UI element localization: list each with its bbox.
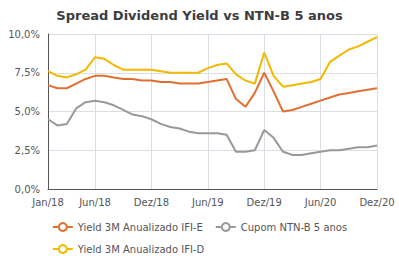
svg-text:10,0%: 10,0% bbox=[8, 29, 40, 40]
svg-text:Dez/20: Dez/20 bbox=[359, 197, 394, 208]
svg-text:2,5%: 2,5% bbox=[15, 145, 40, 156]
svg-text:Dez/19: Dez/19 bbox=[247, 197, 282, 208]
svg-text:7,5%: 7,5% bbox=[15, 67, 40, 78]
svg-text:Jun/19: Jun/19 bbox=[191, 197, 224, 208]
svg-text:Jun/20: Jun/20 bbox=[304, 197, 337, 208]
svg-text:Jun/18: Jun/18 bbox=[78, 197, 111, 208]
svg-text:Spread Dividend Yield vs NTN-B: Spread Dividend Yield vs NTN-B 5 anos bbox=[56, 8, 343, 23]
svg-text:0,0%: 0,0% bbox=[15, 184, 40, 195]
svg-text:Jan/18: Jan/18 bbox=[31, 197, 64, 208]
svg-text:Cupom NTN-B 5 anos: Cupom NTN-B 5 anos bbox=[241, 222, 347, 233]
svg-text:5,0%: 5,0% bbox=[15, 106, 40, 117]
svg-text:Yield 3M Anualizado IFI-D: Yield 3M Anualizado IFI-D bbox=[77, 244, 205, 255]
svg-text:Yield 3M Anualizado IFI-E: Yield 3M Anualizado IFI-E bbox=[77, 222, 203, 233]
svg-text:Dez/18: Dez/18 bbox=[134, 197, 169, 208]
